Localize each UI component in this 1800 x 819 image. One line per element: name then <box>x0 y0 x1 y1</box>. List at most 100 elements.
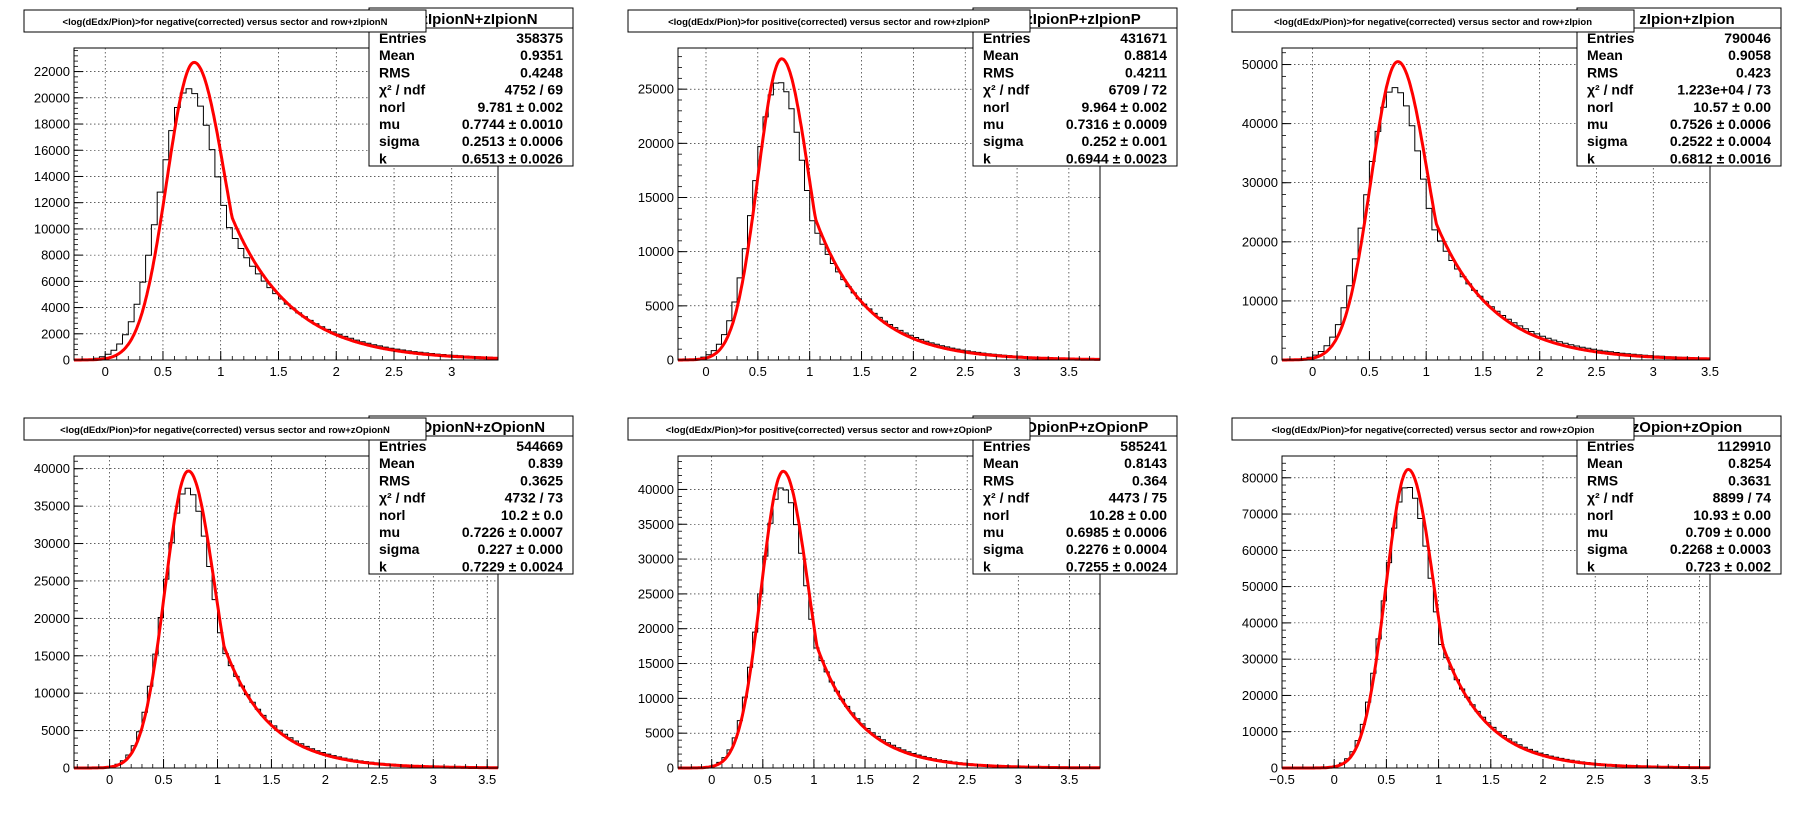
fit-curve <box>74 469 498 770</box>
stat-label: sigma <box>379 541 420 557</box>
plot-frame <box>677 455 1101 769</box>
stat-label: χ² / ndf <box>1587 82 1633 98</box>
title-box <box>627 9 1031 33</box>
y-tick-label: 40000 <box>1242 116 1278 131</box>
stat-value: 0.227 ± 0.000 <box>477 541 563 557</box>
y-tick-label: 40000 <box>638 482 674 497</box>
stat-label: norl <box>1587 99 1613 115</box>
y-tick-label: 22000 <box>34 64 70 79</box>
stat-value: 0.9351 <box>520 47 563 63</box>
stat-label: χ² / ndf <box>379 490 425 506</box>
stat-value: 0.709 ± 0.000 <box>1685 524 1771 540</box>
y-tick-label: 12000 <box>34 195 70 210</box>
stat-label: mu <box>379 116 400 132</box>
y-tick-label: 35000 <box>638 517 674 532</box>
stat-value: 1.223e+04 / 73 <box>1677 82 1771 98</box>
y-tick-label: 25000 <box>638 586 674 601</box>
x-tick-label: 1 <box>214 772 221 787</box>
stat-label: k <box>1587 150 1595 166</box>
stat-label: k <box>983 558 991 574</box>
stat-value: 431671 <box>1120 30 1167 46</box>
stat-value: 0.7316 ± 0.0009 <box>1066 116 1167 132</box>
y-tick-label: 16000 <box>34 143 70 158</box>
stat-value: 358375 <box>516 30 563 46</box>
x-tick-label: 0.5 <box>154 364 172 379</box>
y-tick-label: 30000 <box>638 552 674 567</box>
x-tick-label: 1 <box>810 772 817 787</box>
stat-value: 0.8814 <box>1124 47 1167 63</box>
x-tick-label: 2.5 <box>370 772 388 787</box>
x-tick-label: −0.5 <box>1269 772 1295 787</box>
y-tick-label: 10000 <box>34 221 70 236</box>
stat-value: 6709 / 72 <box>1109 82 1168 98</box>
stat-value: 9.781 ± 0.002 <box>477 99 563 115</box>
x-tick-label: 1.5 <box>262 772 280 787</box>
chart-panel-4: 0 0.5 1 1.5 2 2.5 3 3.5 0 5000 10000 15000 20000 2500… <box>23 415 574 787</box>
stat-value: 1129910 <box>1717 438 1771 454</box>
y-tick-label: 30000 <box>34 536 70 551</box>
stat-value: 0.7255 ± 0.0024 <box>1066 558 1167 574</box>
stats-header: zIpionP+zIpionP <box>1025 11 1140 28</box>
x-tick-label: 3 <box>1015 772 1022 787</box>
y-tick-label: 80000 <box>1242 470 1278 485</box>
x-tick-label: 3 <box>430 772 437 787</box>
plot-frame <box>1281 455 1711 769</box>
x-tick-label: 0 <box>702 364 709 379</box>
stat-value: 0.3631 <box>1728 472 1771 488</box>
stat-value: 0.3625 <box>520 472 563 488</box>
x-tick-label: 0.5 <box>1360 364 1378 379</box>
title-box <box>23 417 427 441</box>
fit-curve <box>678 57 1100 362</box>
y-tick-label: 10000 <box>1242 724 1278 739</box>
plot-frame <box>677 47 1101 361</box>
y-tick-label: 15000 <box>638 190 674 205</box>
stat-label: Mean <box>983 455 1019 471</box>
stat-value: 0.8254 <box>1728 455 1771 471</box>
plot-frame <box>73 47 499 361</box>
chart-panel-5: 0 0.5 1 1.5 2 2.5 3 3.5 0 5000 10000 15000 20000 2500… <box>627 415 1178 787</box>
y-tick-label: 15000 <box>34 648 70 663</box>
stat-value: 0.2522 ± 0.0004 <box>1670 133 1771 149</box>
stat-value: 0.7229 ± 0.0024 <box>462 558 563 574</box>
y-tick-label: 20000 <box>1242 688 1278 703</box>
stat-label: sigma <box>1587 541 1628 557</box>
x-tick-label: 1 <box>806 364 813 379</box>
stats-box <box>368 7 574 167</box>
y-tick-label: 10000 <box>638 244 674 259</box>
x-tick-label: 0.5 <box>754 772 772 787</box>
stat-label: Mean <box>1587 47 1623 63</box>
x-tick-label: 3.5 <box>1060 772 1078 787</box>
x-tick-label: 3.5 <box>478 772 496 787</box>
stat-value: 10.2 ± 0.0 <box>501 507 563 523</box>
stats-box <box>1576 415 1782 575</box>
stat-label: Entries <box>1587 30 1635 46</box>
x-tick-label: 2 <box>910 364 917 379</box>
x-tick-label: 2.5 <box>956 364 974 379</box>
stat-value: 0.364 <box>1132 472 1167 488</box>
stat-label: sigma <box>379 133 420 149</box>
chart-title: <log(dEdx/Pion)>for positive(corrected) … <box>666 425 993 436</box>
stat-value: 0.8143 <box>1124 455 1167 471</box>
x-tick-label: 2 <box>1539 772 1546 787</box>
stat-label: χ² / ndf <box>379 82 425 98</box>
y-tick-label: 20000 <box>34 90 70 105</box>
stat-label: Entries <box>379 438 427 454</box>
stat-value: 0.6985 ± 0.0006 <box>1066 524 1167 540</box>
y-tick-label: 0 <box>1271 761 1278 776</box>
y-tick-label: 5000 <box>41 723 70 738</box>
stat-value: 4752 / 69 <box>505 82 564 98</box>
y-tick-label: 60000 <box>1242 543 1278 558</box>
y-tick-label: 0 <box>63 761 70 776</box>
y-tick-label: 10000 <box>34 686 70 701</box>
x-tick-label: 3 <box>1644 772 1651 787</box>
x-tick-label: 3 <box>448 364 455 379</box>
x-tick-label: 2 <box>912 772 919 787</box>
stat-label: sigma <box>983 541 1024 557</box>
y-tick-label: 35000 <box>34 499 70 514</box>
fit-curve <box>74 60 498 362</box>
fit-curve <box>1282 467 1710 770</box>
stat-label: RMS <box>379 64 410 80</box>
y-tick-label: 25000 <box>638 82 674 97</box>
y-tick-label: 30000 <box>1242 175 1278 190</box>
